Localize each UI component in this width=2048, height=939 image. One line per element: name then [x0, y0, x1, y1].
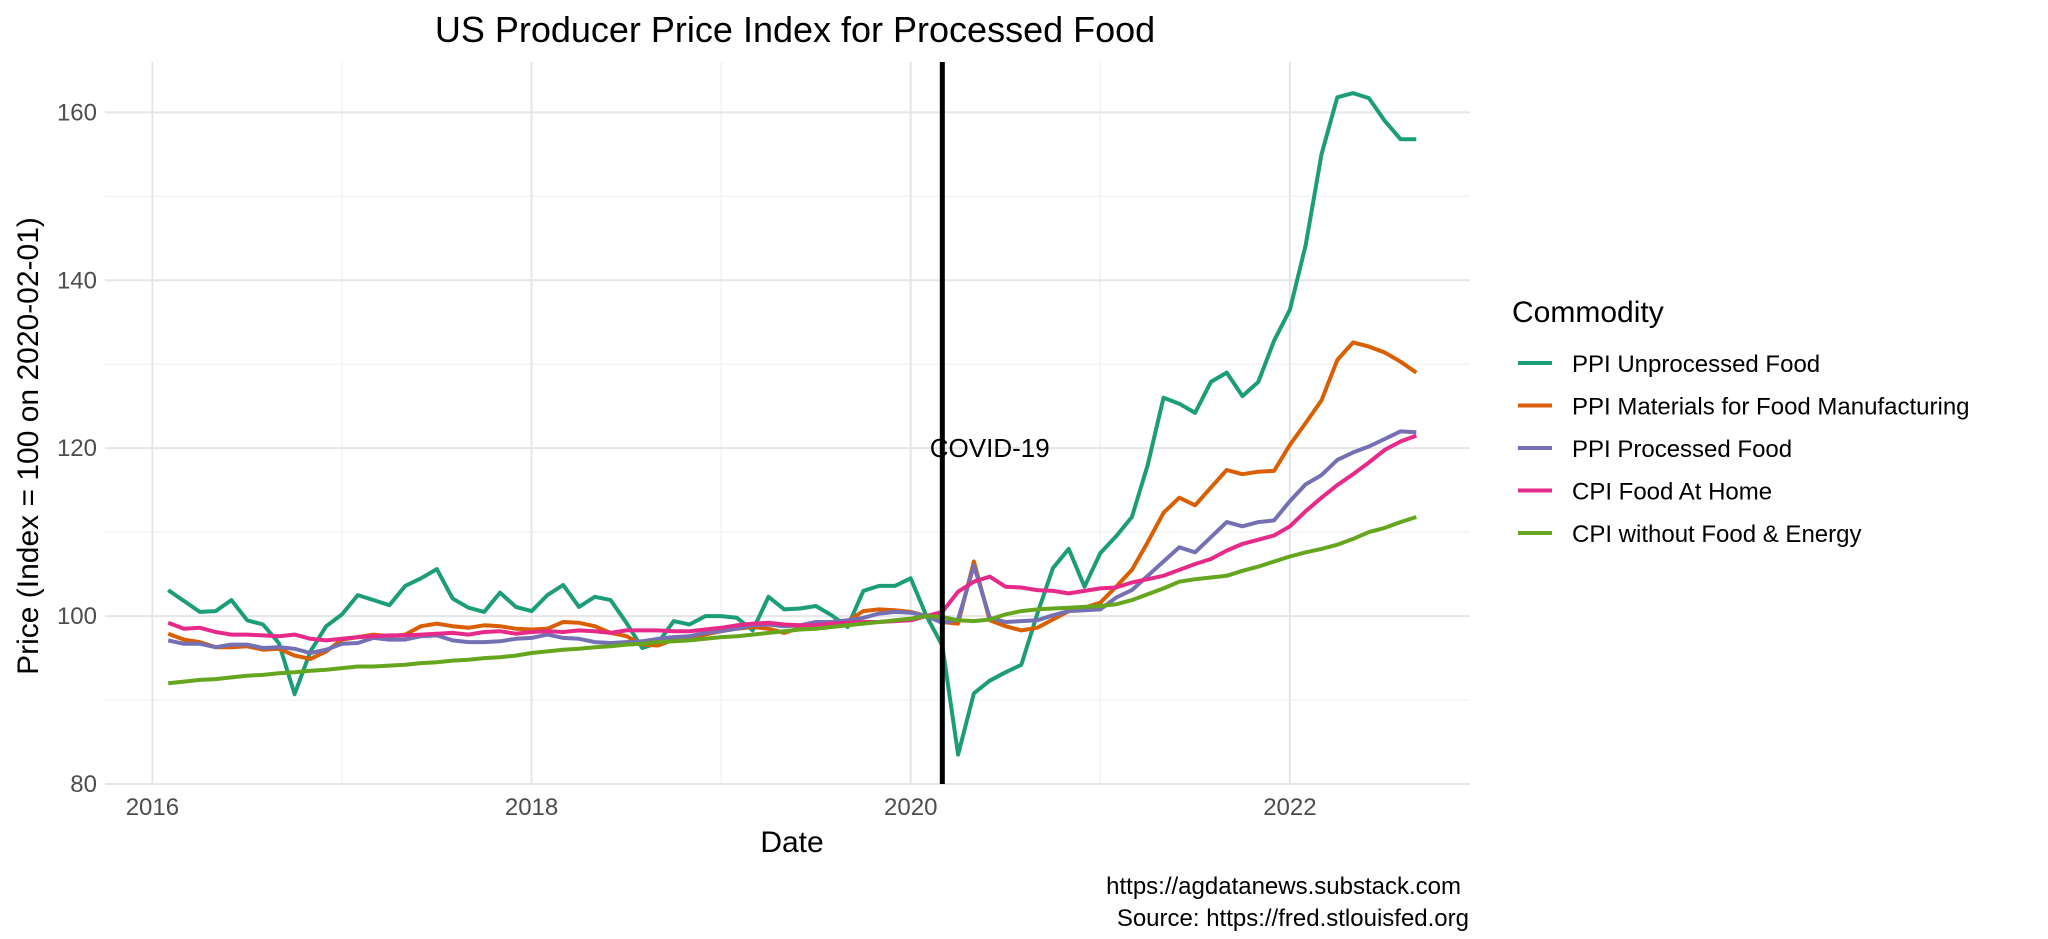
y-tick-label: 80: [70, 771, 97, 798]
series-line-cpi-food-at-home: [167, 433, 1417, 643]
legend-label: CPI Food At Home: [1572, 479, 1772, 506]
series-layer: [167, 91, 1418, 757]
legend: Commodity PPI Unprocessed Food PPI Materi…: [1512, 296, 1970, 548]
legend-title: Commodity: [1512, 296, 1664, 329]
y-tick-label: 100: [57, 603, 97, 630]
series-line-cpi-without-food-energy: [167, 515, 1417, 686]
caption-line-1: https://agdatanews.substack.com: [1106, 873, 1461, 900]
y-tick-label: 120: [57, 435, 97, 462]
series-line-ppi-processed-food: [167, 429, 1417, 655]
x-tick-label: 2018: [505, 794, 558, 821]
legend-label: CPI without Food & Energy: [1572, 521, 1861, 548]
legend-label: PPI Processed Food: [1572, 436, 1792, 463]
x-axis-title: Date: [760, 826, 823, 859]
y-axis-title: Price (Index = 100 on 2020-02-01): [12, 217, 45, 675]
x-tick-label: 2022: [1263, 794, 1316, 821]
grid: [105, 62, 1470, 785]
y-axis-ticks: 80 100 120 140 160: [57, 99, 97, 798]
chart-title: US Producer Price Index for Processed Fo…: [435, 9, 1155, 50]
y-tick-label: 140: [57, 267, 97, 294]
caption-line-2: Source: https://fred.stlouisfed.org: [1117, 905, 1469, 932]
x-tick-label: 2020: [884, 794, 937, 821]
legend-label: PPI Unprocessed Food: [1572, 351, 1820, 378]
covid-annotation: COVID-19: [930, 433, 1050, 463]
y-tick-label: 160: [57, 99, 97, 126]
legend-label: PPI Materials for Food Manufacturing: [1572, 394, 1970, 421]
series-line-ppi-materials-for-food-manufacturing: [167, 340, 1418, 661]
x-tick-label: 2016: [126, 794, 179, 821]
series-line-ppi-unprocessed-food: [167, 91, 1417, 757]
x-axis-ticks: 2016 2018 2020 2022: [126, 794, 1317, 821]
